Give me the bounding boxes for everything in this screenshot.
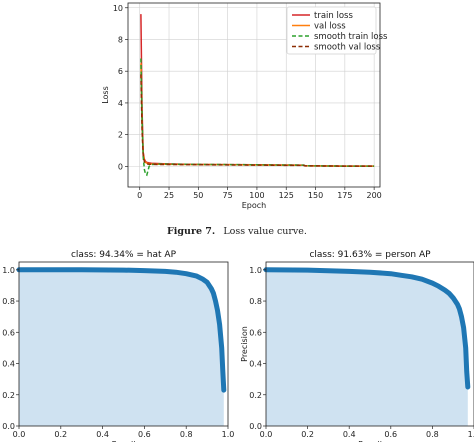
x-tick-label: 50	[193, 191, 203, 200]
legend-entry: train loss	[314, 11, 353, 21]
y-tick-label: 0.4	[249, 360, 262, 369]
x-tick-label: 1.0	[468, 430, 474, 439]
x-axis-label: Epoch	[242, 201, 267, 210]
x-tick-label: 25	[164, 191, 174, 200]
chart-title: class: 94.34% = hat AP	[71, 250, 177, 260]
y-tick-label: 4	[118, 99, 123, 108]
x-tick-label: 0.2	[301, 430, 314, 439]
y-tick-label: 0.0	[2, 422, 15, 431]
series-line-smooth-val-loss	[140, 74, 375, 167]
legend-entry: val loss	[314, 22, 346, 32]
x-axis-label: Recall	[358, 440, 382, 442]
y-tick-label: 8	[118, 35, 123, 44]
legend-entry: smooth train loss	[314, 32, 388, 42]
y-tick-label: 2	[118, 131, 123, 140]
x-tick-label: 75	[223, 191, 233, 200]
y-tick-label: 1.0	[2, 266, 15, 275]
y-tick-label: 0.0	[249, 422, 262, 431]
x-tick-label: 175	[337, 191, 352, 200]
x-tick-label: 100	[249, 191, 264, 200]
legend-entry: smooth val loss	[314, 43, 381, 53]
x-tick-label: 0.8	[426, 430, 439, 439]
x-tick-label: 150	[308, 191, 323, 200]
figure-caption: Figure 7. Loss value curve.	[167, 219, 307, 238]
x-tick-label: 0	[137, 191, 142, 200]
y-axis-label: Precision	[0, 326, 2, 362]
y-tick-label: 0.2	[2, 391, 15, 400]
y-tick-label: 0.8	[2, 297, 15, 306]
y-tick-label: 6	[118, 67, 123, 76]
x-tick-label: 0.4	[96, 430, 109, 439]
y-tick-label: 0.2	[249, 391, 262, 400]
hat-ap-chart: 0.0 0.2 0.4 0.6 0.8 1.0 0.0 0.2 0.4 0.6 0.8 1.0 clas…	[0, 250, 234, 442]
x-tick-label: 0.4	[343, 430, 356, 439]
x-tick-label: 125	[279, 191, 294, 200]
x-tick-label: 200	[366, 191, 381, 200]
pr-curve	[16, 267, 227, 393]
plot-frame	[18, 261, 229, 427]
x-tick-label: 0.6	[138, 430, 151, 439]
y-tick-label: 0.6	[249, 328, 262, 337]
y-tick-label: 0.8	[249, 297, 262, 306]
pr-curve	[263, 267, 471, 390]
series-line-val-loss	[140, 63, 375, 167]
x-tick-label: 0.0	[260, 430, 273, 439]
x-tick-label: 0.6	[384, 430, 397, 439]
y-tick-label: 0	[118, 162, 123, 171]
loss-chart: 0 25 50 75 100 125 150 175 200 0 2 4 6 8 10 Epoch Loss tr…	[101, 2, 388, 210]
x-axis-label: Recall	[112, 440, 136, 442]
caption-label: Figure 7.	[167, 226, 215, 237]
plot-frame	[265, 261, 474, 427]
series-line-smooth-train-loss	[140, 58, 375, 177]
y-tick-label: 0.6	[2, 328, 15, 337]
x-tick-label: 1.0	[222, 430, 235, 439]
x-tick-label: 0.0	[13, 430, 26, 439]
x-tick-label: 0.8	[180, 430, 193, 439]
y-axis-label: Precision	[240, 326, 249, 362]
pr-area-fill	[266, 269, 468, 426]
pr-area-fill	[19, 269, 224, 426]
y-tick-label: 10	[113, 4, 123, 13]
person-ap-chart: 0.0 0.2 0.4 0.6 0.8 1.0 0.0 0.2 0.4 0.6 0.8 1.0 clas…	[240, 250, 474, 442]
chart-title: class: 91.63% = person AP	[309, 250, 431, 260]
y-tick-label: 1.0	[249, 266, 262, 275]
y-tick-label: 0.4	[2, 360, 15, 369]
y-axis-label: Loss	[101, 86, 110, 104]
x-tick-label: 0.2	[54, 430, 67, 439]
caption-text: Loss value curve.	[223, 226, 307, 237]
legend-box	[286, 6, 377, 55]
plot-frame	[127, 2, 381, 188]
